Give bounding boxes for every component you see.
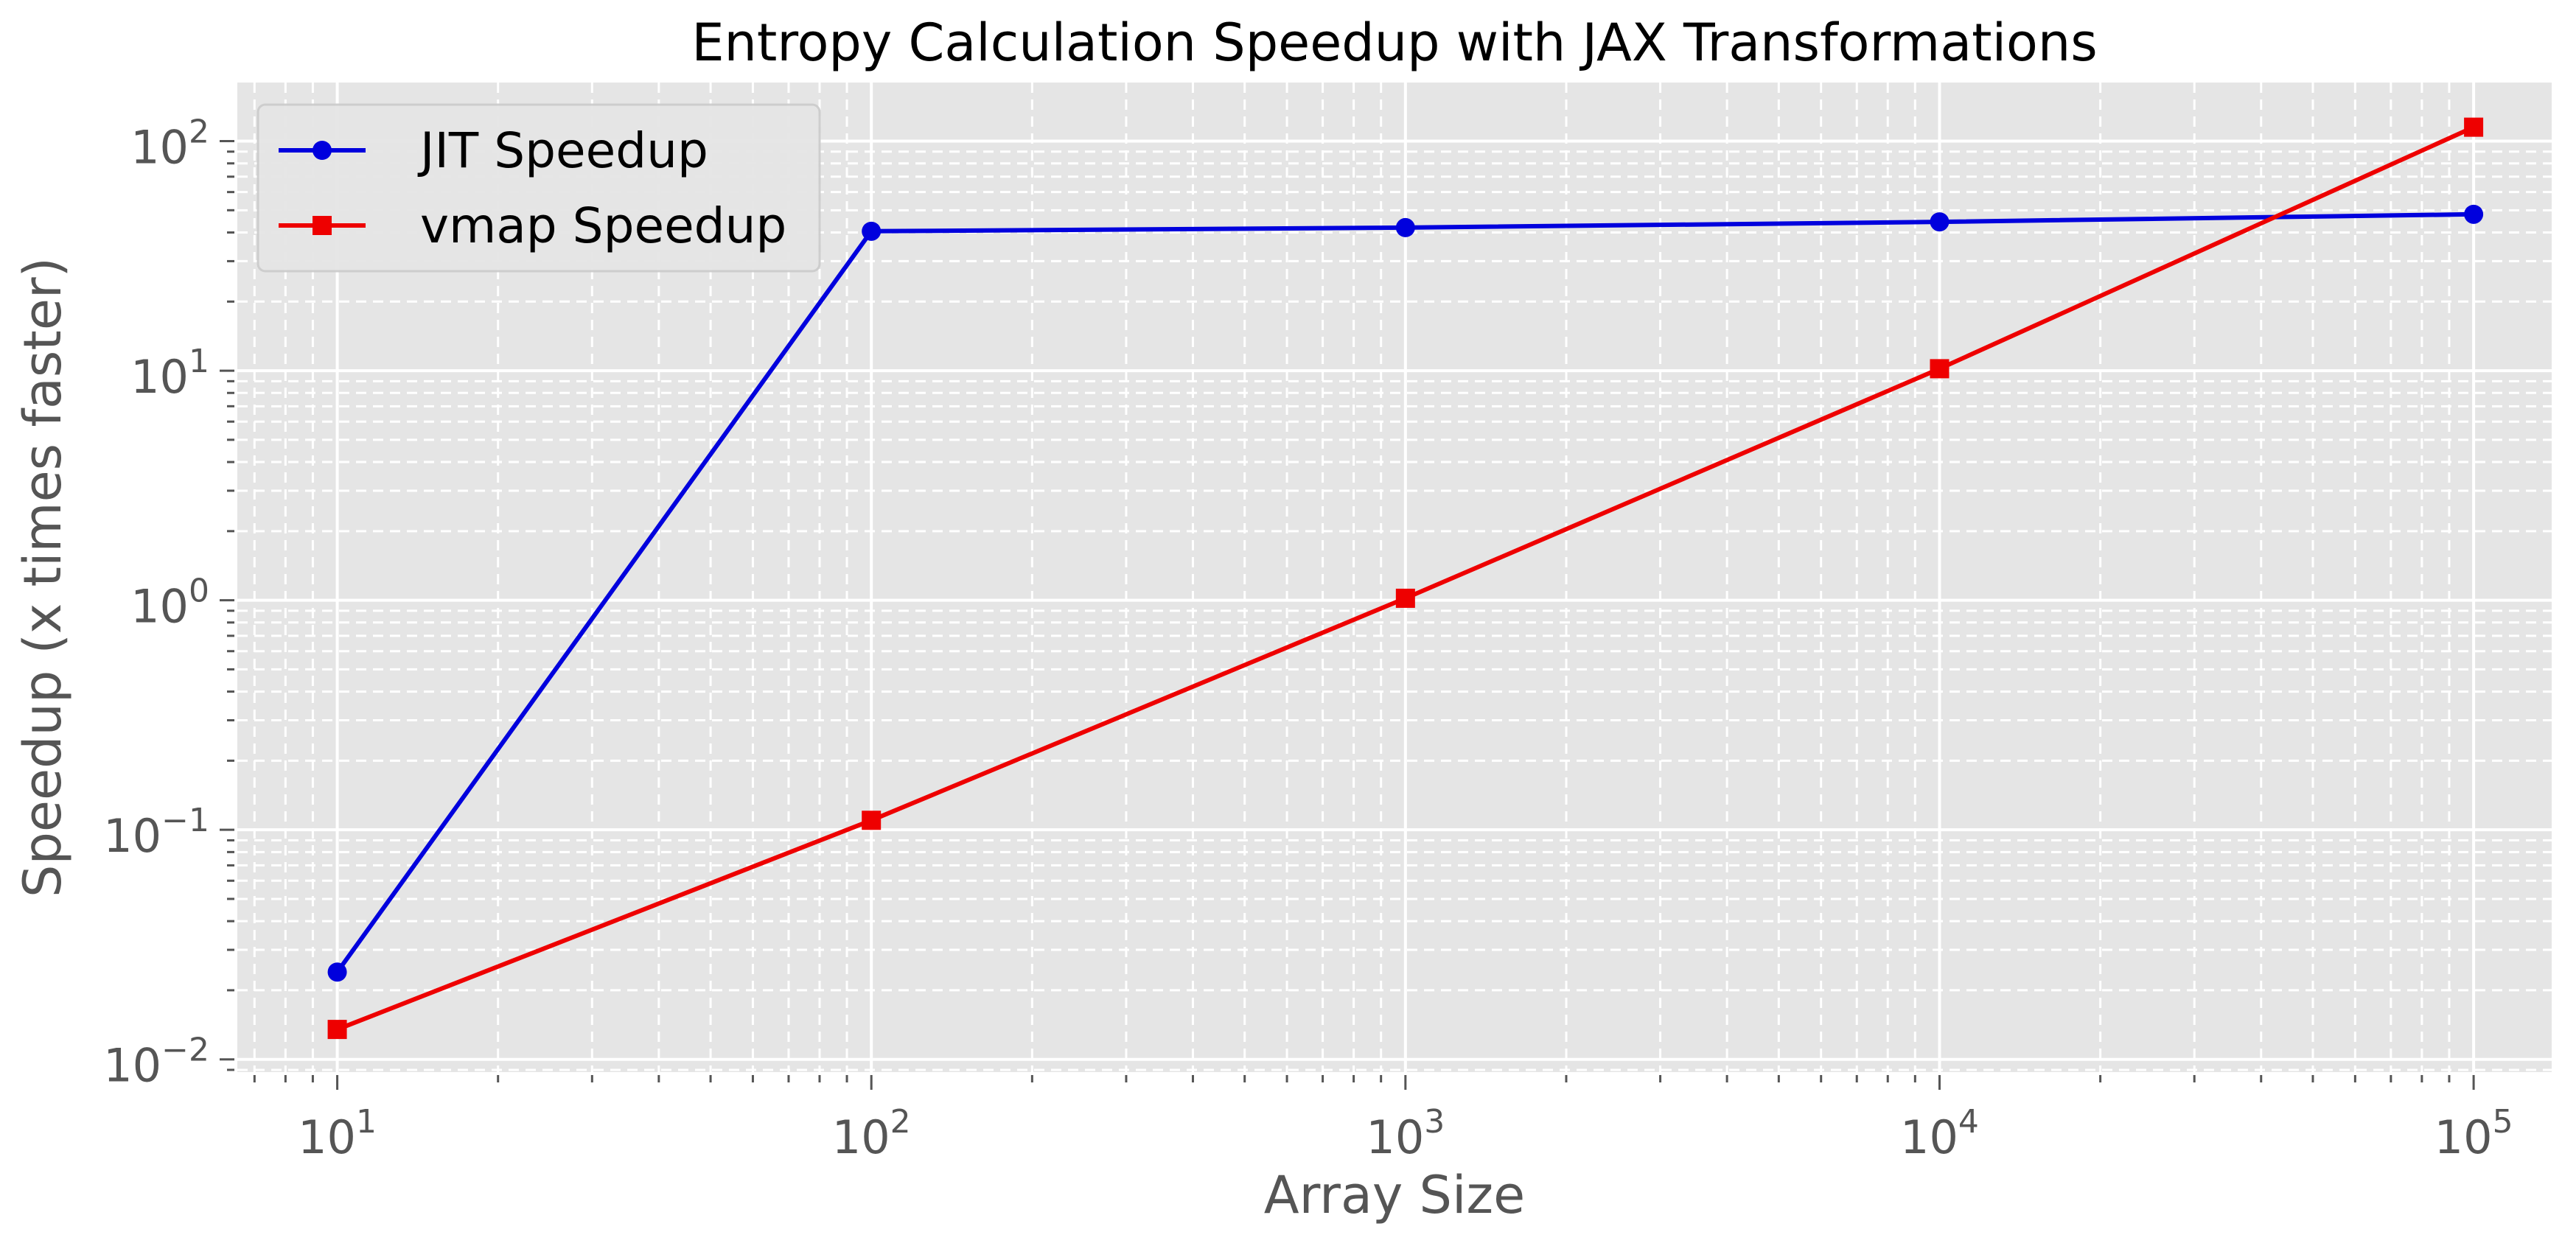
tick-label-exponent: −1 — [161, 802, 209, 839]
series-1 — [327, 117, 2484, 1040]
data-point-square — [1395, 588, 1415, 608]
y-axis-label: Speedup (x times faster) — [13, 257, 73, 897]
tick-label-exponent: 0 — [189, 573, 209, 610]
data-point-circle — [1395, 217, 1415, 237]
tick-label-base: 10 — [1366, 1110, 1424, 1164]
legend-marker-circle — [313, 141, 332, 160]
y-tick-label: 101 — [130, 343, 209, 404]
tick-label-exponent: 1 — [356, 1103, 377, 1141]
y-tick-label: 100 — [130, 573, 209, 634]
data-point-square — [1930, 359, 1950, 379]
tick-label-base: 10 — [130, 580, 189, 634]
series-0 — [327, 204, 2484, 982]
data-point-circle — [327, 962, 347, 982]
tick-label-exponent: 2 — [189, 113, 209, 151]
tick-label-base: 10 — [2434, 1110, 2493, 1164]
tick-label-base: 10 — [130, 121, 189, 175]
data-point-circle — [862, 221, 882, 241]
data-point-square — [2464, 117, 2484, 137]
x-tick-label: 104 — [1900, 1103, 1979, 1164]
y-tick-label: 102 — [130, 113, 209, 175]
tick-label-base: 10 — [1900, 1110, 1958, 1164]
legend-item-1: vmap Speedup — [279, 197, 786, 254]
tick-label-exponent: 4 — [1958, 1103, 1979, 1141]
data-point-square — [327, 1020, 347, 1040]
legend-label: vmap Speedup — [420, 197, 786, 254]
data-point-square — [862, 811, 882, 830]
x-tick-label: 101 — [298, 1103, 377, 1164]
tick-label-exponent: −2 — [161, 1032, 209, 1069]
series — [327, 117, 2484, 1040]
tick-label-exponent: 1 — [189, 343, 209, 380]
chart-title: Entropy Calculation Speedup with JAX Tra… — [691, 13, 2097, 73]
legend-marker-square — [313, 216, 332, 235]
x-tick-label: 102 — [832, 1103, 911, 1164]
y-tick-label: 10−2 — [103, 1032, 209, 1093]
x-tick-label: 103 — [1366, 1103, 1445, 1164]
legend-box — [256, 103, 821, 273]
y-tick-label: 10−1 — [103, 802, 209, 863]
tick-label-base: 10 — [103, 1039, 161, 1093]
x-axis-label: Array Size — [1264, 1165, 1525, 1225]
tick-label-exponent: 3 — [1424, 1103, 1445, 1141]
x-tick-label: 105 — [2434, 1103, 2513, 1164]
legend-label: JIT Speedup — [417, 122, 708, 179]
tick-label-base: 10 — [298, 1110, 356, 1164]
tick-label-base: 10 — [832, 1110, 890, 1164]
legend-item-0: JIT Speedup — [279, 122, 708, 179]
tick-label-exponent: 2 — [890, 1103, 911, 1141]
legend: JIT Speedup vmap Speedup — [256, 103, 821, 273]
data-point-circle — [2464, 204, 2484, 224]
tick-label-base: 10 — [103, 809, 161, 863]
tick-label-base: 10 — [130, 350, 189, 404]
tick-label-exponent: 5 — [2493, 1103, 2513, 1141]
data-point-circle — [1930, 212, 1950, 232]
